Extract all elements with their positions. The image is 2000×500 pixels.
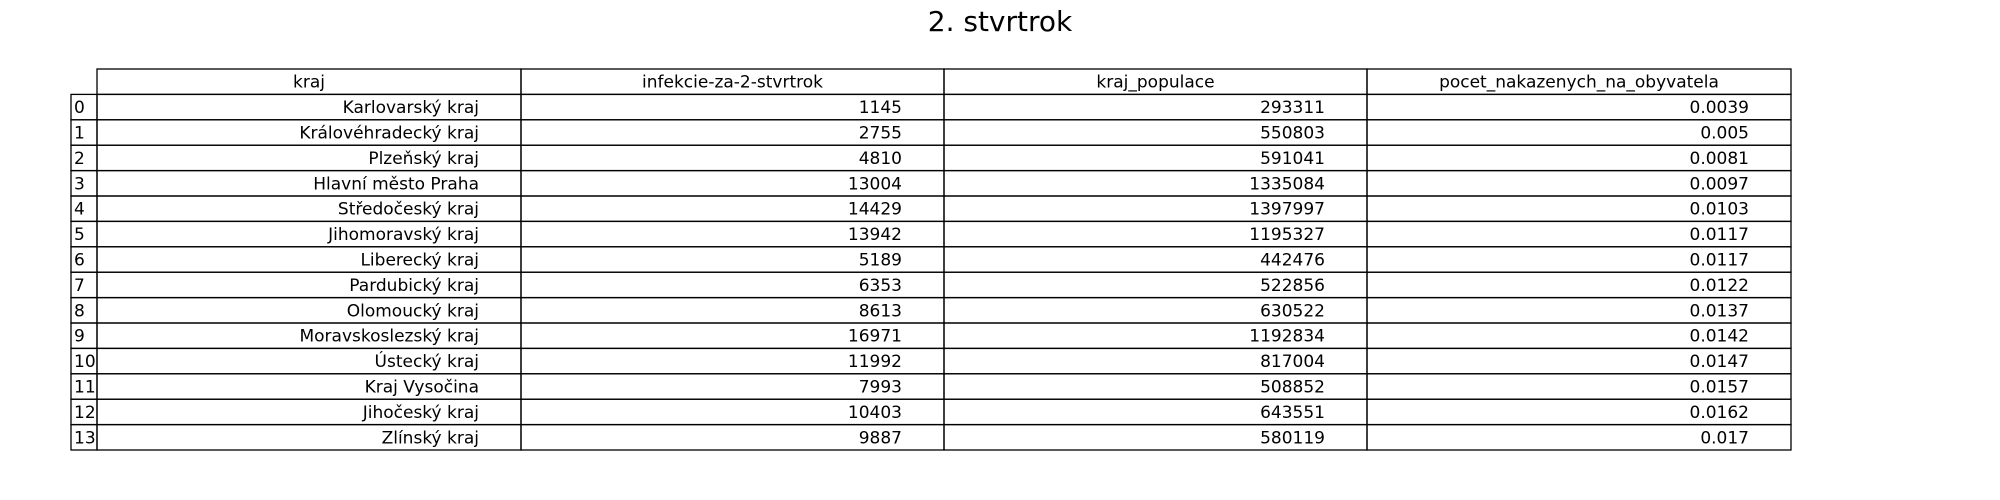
cell-value: 14429 xyxy=(848,200,902,220)
cell-value: Plzeňský kraj xyxy=(368,149,479,169)
cell-value: 0.0142 xyxy=(1690,327,1749,347)
cell-value: 0.0081 xyxy=(1690,149,1749,169)
chart-title: 2. stvrtrok xyxy=(927,5,1073,38)
cell-value: Královéhradecký kraj xyxy=(299,124,479,144)
column-header: kraj xyxy=(293,73,325,93)
cell-value: 1145 xyxy=(859,98,902,118)
cell-value: Hlavní město Praha xyxy=(313,174,479,194)
row-label: 4 xyxy=(74,200,85,220)
cell-value: Jihočeský kraj xyxy=(362,403,479,423)
cell-value: Středočeský kraj xyxy=(338,200,479,220)
cell-value: 0.0117 xyxy=(1690,251,1749,271)
cell-value: 1335084 xyxy=(1249,174,1325,194)
cell-value: 0.0162 xyxy=(1690,403,1749,423)
cell-value: 11992 xyxy=(848,352,902,372)
cell-value: Olomoucký kraj xyxy=(347,301,479,321)
cell-value: 0.0157 xyxy=(1690,378,1749,398)
cell-value: 6353 xyxy=(859,276,902,296)
column-header: kraj_populace xyxy=(1096,73,1214,93)
table-text: kraj infekcie-za-2-stvrtrok kraj_populace p… xyxy=(74,73,1749,449)
cell-value: Moravskoslezský kraj xyxy=(299,327,479,347)
cell-value: 522856 xyxy=(1260,276,1325,296)
cell-value: 2755 xyxy=(859,124,902,144)
cell-value: 5189 xyxy=(859,251,902,271)
cell-value: 1192834 xyxy=(1249,327,1325,347)
cell-value: 0.0039 xyxy=(1690,98,1749,118)
cell-value: 4810 xyxy=(859,149,902,169)
row-label: 5 xyxy=(74,225,85,245)
table-cell xyxy=(1366,423,1792,451)
cell-value: 13004 xyxy=(848,174,902,194)
cell-value: Zlínský kraj xyxy=(382,428,479,448)
cell-value: 630522 xyxy=(1260,301,1325,321)
column-header: infekcie-za-2-stvrtrok xyxy=(642,73,823,93)
cell-value: 442476 xyxy=(1260,251,1325,271)
cell-value: 0.0137 xyxy=(1690,301,1749,321)
row-label: 0 xyxy=(74,98,85,118)
row-label: 8 xyxy=(74,301,85,321)
cell-value: 7993 xyxy=(859,378,902,398)
cell-value: Pardubický kraj xyxy=(349,276,479,296)
cell-value: 0.005 xyxy=(1700,124,1749,144)
cell-value: Liberecký kraj xyxy=(360,251,479,271)
cell-value: Kraj Vysočina xyxy=(365,378,479,398)
cell-value: 580119 xyxy=(1260,428,1325,448)
cell-value: 1195327 xyxy=(1249,225,1325,245)
cell-value: 9887 xyxy=(859,428,902,448)
cell-value: 16971 xyxy=(848,327,902,347)
cell-value: Jihomoravský kraj xyxy=(327,225,479,245)
cell-value: 0.017 xyxy=(1700,428,1749,448)
cell-value: Ústecký kraj xyxy=(375,350,479,372)
row-label: 13 xyxy=(74,428,96,448)
cell-value: 817004 xyxy=(1260,352,1325,372)
cell-value: 643551 xyxy=(1260,403,1325,423)
row-label: 6 xyxy=(74,251,85,271)
cell-value: 550803 xyxy=(1260,124,1325,144)
cell-value: 508852 xyxy=(1260,378,1325,398)
row-label: 9 xyxy=(74,327,85,347)
cell-value: 8613 xyxy=(859,301,902,321)
cell-value: 0.0147 xyxy=(1690,352,1749,372)
cell-value: 591041 xyxy=(1260,149,1325,169)
cell-value: 293311 xyxy=(1260,98,1325,118)
row-label: 7 xyxy=(74,276,85,296)
cell-value: 10403 xyxy=(848,403,902,423)
table-grid xyxy=(70,68,1792,451)
row-label: 10 xyxy=(74,352,96,372)
cell-value: 0.0122 xyxy=(1690,276,1749,296)
row-label: 3 xyxy=(74,174,85,194)
cell-value: 0.0103 xyxy=(1690,200,1749,220)
row-label: 12 xyxy=(74,403,96,423)
row-label: 11 xyxy=(74,378,96,398)
row-label: 1 xyxy=(74,124,85,144)
cell-value: 13942 xyxy=(848,225,902,245)
row-label: 2 xyxy=(74,149,85,169)
cell-value: 1397997 xyxy=(1249,200,1325,220)
column-header: pocet_nakazenych_na_obyvatela xyxy=(1439,73,1719,93)
cell-value: 0.0097 xyxy=(1690,174,1749,194)
cell-value: Karlovarský kraj xyxy=(343,98,479,118)
cell-value: 0.0117 xyxy=(1690,225,1749,245)
